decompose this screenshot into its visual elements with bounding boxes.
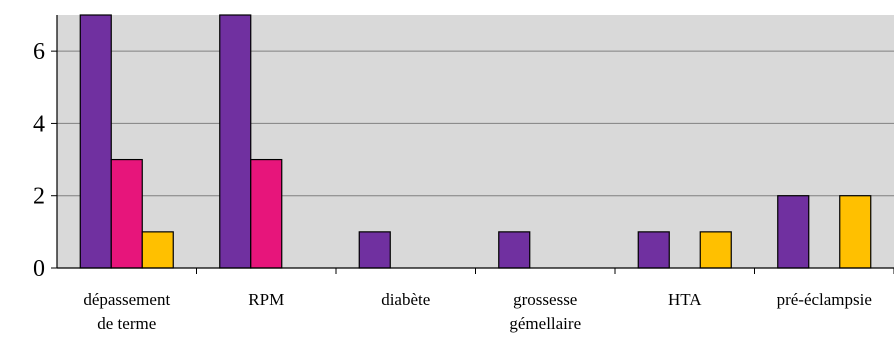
bar xyxy=(250,158,283,269)
axes xyxy=(56,15,894,274)
x-tick-label: grossesse gémellaire xyxy=(509,290,581,333)
y-tick-label: 6 xyxy=(33,39,45,65)
bar xyxy=(141,231,174,269)
bar xyxy=(110,158,143,269)
bar xyxy=(219,14,252,269)
bar xyxy=(358,231,391,269)
bar xyxy=(839,195,872,269)
bar xyxy=(637,231,670,269)
x-tick-label: HTA xyxy=(668,290,702,309)
x-tick-label: diabète xyxy=(381,290,430,309)
bars xyxy=(79,14,872,269)
y-axis-ticks: 0 2 4 6 xyxy=(33,39,57,282)
plot-area xyxy=(57,15,894,268)
y-tick-label: 0 xyxy=(33,256,45,282)
x-tick-label: dépassement de terme xyxy=(83,290,170,333)
x-tick-label: RPM xyxy=(248,290,284,309)
bar xyxy=(498,231,531,269)
bar xyxy=(79,14,112,269)
x-axis-labels: dépassement de terme RPM diabète grossesse gé… xyxy=(83,290,872,333)
x-tick-label: pré-éclampsie xyxy=(777,290,872,309)
y-tick-label: 4 xyxy=(33,111,45,137)
bar xyxy=(699,231,732,269)
gridlines xyxy=(57,50,894,197)
y-tick-label: 2 xyxy=(33,184,45,210)
bar xyxy=(777,195,810,269)
